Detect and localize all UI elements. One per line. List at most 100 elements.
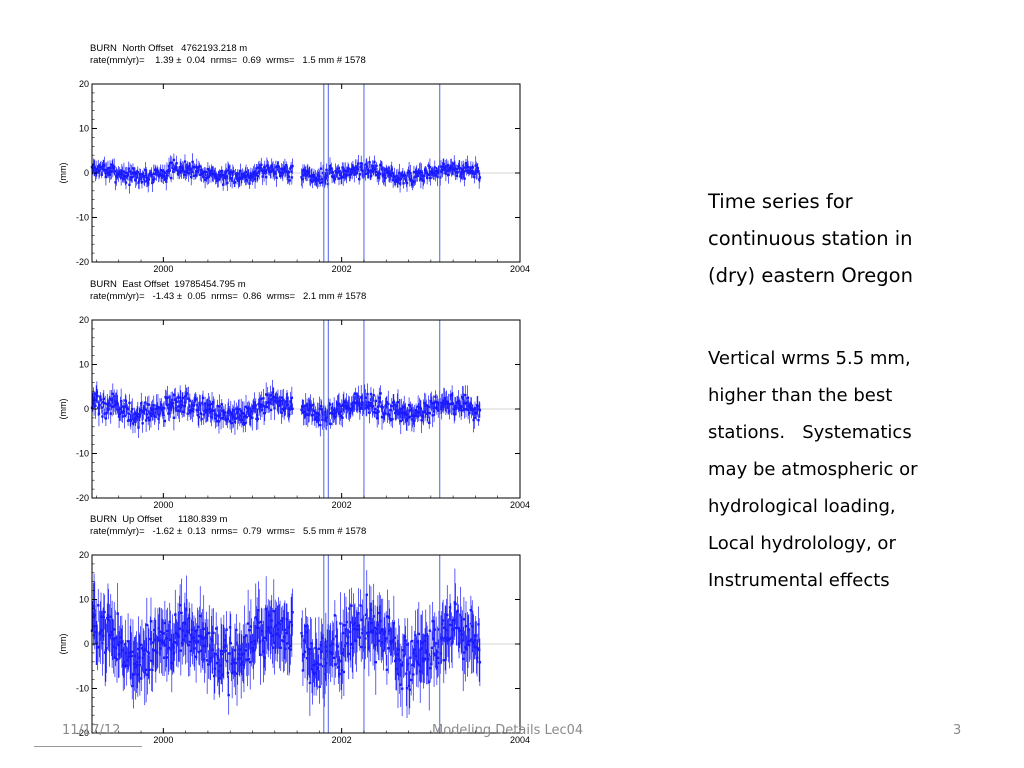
data-point	[355, 628, 359, 632]
data-point	[126, 419, 130, 422]
data-point	[430, 646, 434, 650]
data-point	[457, 403, 461, 406]
data-point	[422, 411, 425, 414]
data-point	[442, 399, 445, 402]
data-point	[194, 170, 198, 173]
data-point	[351, 646, 355, 650]
data-point	[155, 173, 158, 176]
data-point	[226, 169, 230, 172]
data-point	[99, 395, 102, 399]
data-point	[140, 677, 143, 680]
data-point	[127, 167, 130, 170]
data-point	[375, 411, 378, 414]
data-point	[385, 168, 388, 171]
data-point	[169, 161, 172, 165]
data-point	[206, 408, 210, 411]
data-point	[160, 174, 163, 177]
caption-body-line: higher than the best	[708, 385, 893, 406]
data-point	[230, 672, 234, 675]
data-point	[391, 417, 394, 421]
data-point	[403, 413, 407, 416]
data-point	[367, 401, 371, 404]
data-point	[328, 644, 332, 647]
caption-body-line: may be atmospheric or	[708, 459, 918, 480]
data-point	[333, 412, 337, 415]
data-point	[274, 633, 278, 636]
data-point	[319, 405, 323, 408]
data-point	[321, 636, 324, 639]
data-point	[405, 686, 409, 690]
data-point	[226, 417, 229, 421]
data-point	[286, 403, 289, 407]
caption-body-line: Local hydrolology, or	[708, 533, 896, 554]
data-point	[221, 173, 224, 177]
data-point	[311, 180, 314, 183]
data-point	[317, 647, 321, 650]
data-point	[404, 639, 407, 642]
data-point	[341, 652, 344, 655]
data-point	[337, 177, 341, 180]
data-point	[177, 405, 180, 408]
data-point	[351, 642, 354, 646]
data-point	[417, 411, 421, 414]
data-point	[131, 650, 135, 654]
y-tick-label: 20	[79, 550, 89, 560]
data-point	[184, 634, 187, 638]
data-point	[321, 171, 325, 175]
data-point	[387, 170, 390, 174]
data-point	[431, 414, 434, 417]
data-point	[317, 174, 320, 177]
data-point	[325, 420, 328, 423]
data-point	[315, 661, 319, 665]
data-point	[162, 407, 166, 410]
data-point	[256, 417, 260, 421]
data-point	[428, 411, 432, 415]
data-point	[126, 640, 130, 643]
data-point	[440, 170, 443, 173]
data-point	[449, 623, 452, 627]
data-point	[264, 393, 268, 396]
data-point	[280, 396, 284, 399]
data-point	[243, 635, 246, 639]
data-point	[237, 410, 240, 414]
data-point	[319, 644, 323, 647]
data-point	[228, 652, 231, 655]
data-point	[195, 166, 198, 169]
data-point	[133, 420, 137, 423]
data-point	[305, 630, 308, 634]
data-point	[362, 632, 365, 635]
data-point	[108, 401, 111, 405]
data-point	[136, 673, 139, 676]
data-point	[204, 170, 207, 174]
data-point	[169, 648, 173, 651]
data-point	[287, 175, 290, 178]
data-point	[151, 178, 155, 182]
data-point	[428, 629, 432, 632]
data-point	[382, 175, 386, 178]
data-point	[414, 634, 417, 637]
data-point	[332, 637, 335, 641]
data-point	[215, 413, 218, 416]
data-point	[244, 175, 247, 178]
data-point	[424, 634, 427, 637]
data-point	[374, 399, 377, 403]
data-point	[237, 653, 241, 656]
data-point	[355, 402, 358, 405]
data-point	[414, 414, 417, 417]
data-point	[378, 611, 381, 615]
data-point	[167, 164, 171, 168]
data-point	[338, 412, 341, 415]
data-point	[165, 170, 169, 173]
data-point	[316, 667, 319, 671]
data-point	[441, 401, 444, 405]
data-point	[178, 396, 182, 399]
data-point	[291, 611, 294, 614]
data-point	[276, 400, 280, 403]
data-point	[357, 177, 361, 181]
data-point	[280, 639, 284, 642]
data-point	[269, 625, 273, 629]
data-point	[94, 624, 97, 628]
data-point	[202, 627, 205, 631]
data-point	[183, 401, 187, 404]
data-point	[230, 421, 233, 425]
